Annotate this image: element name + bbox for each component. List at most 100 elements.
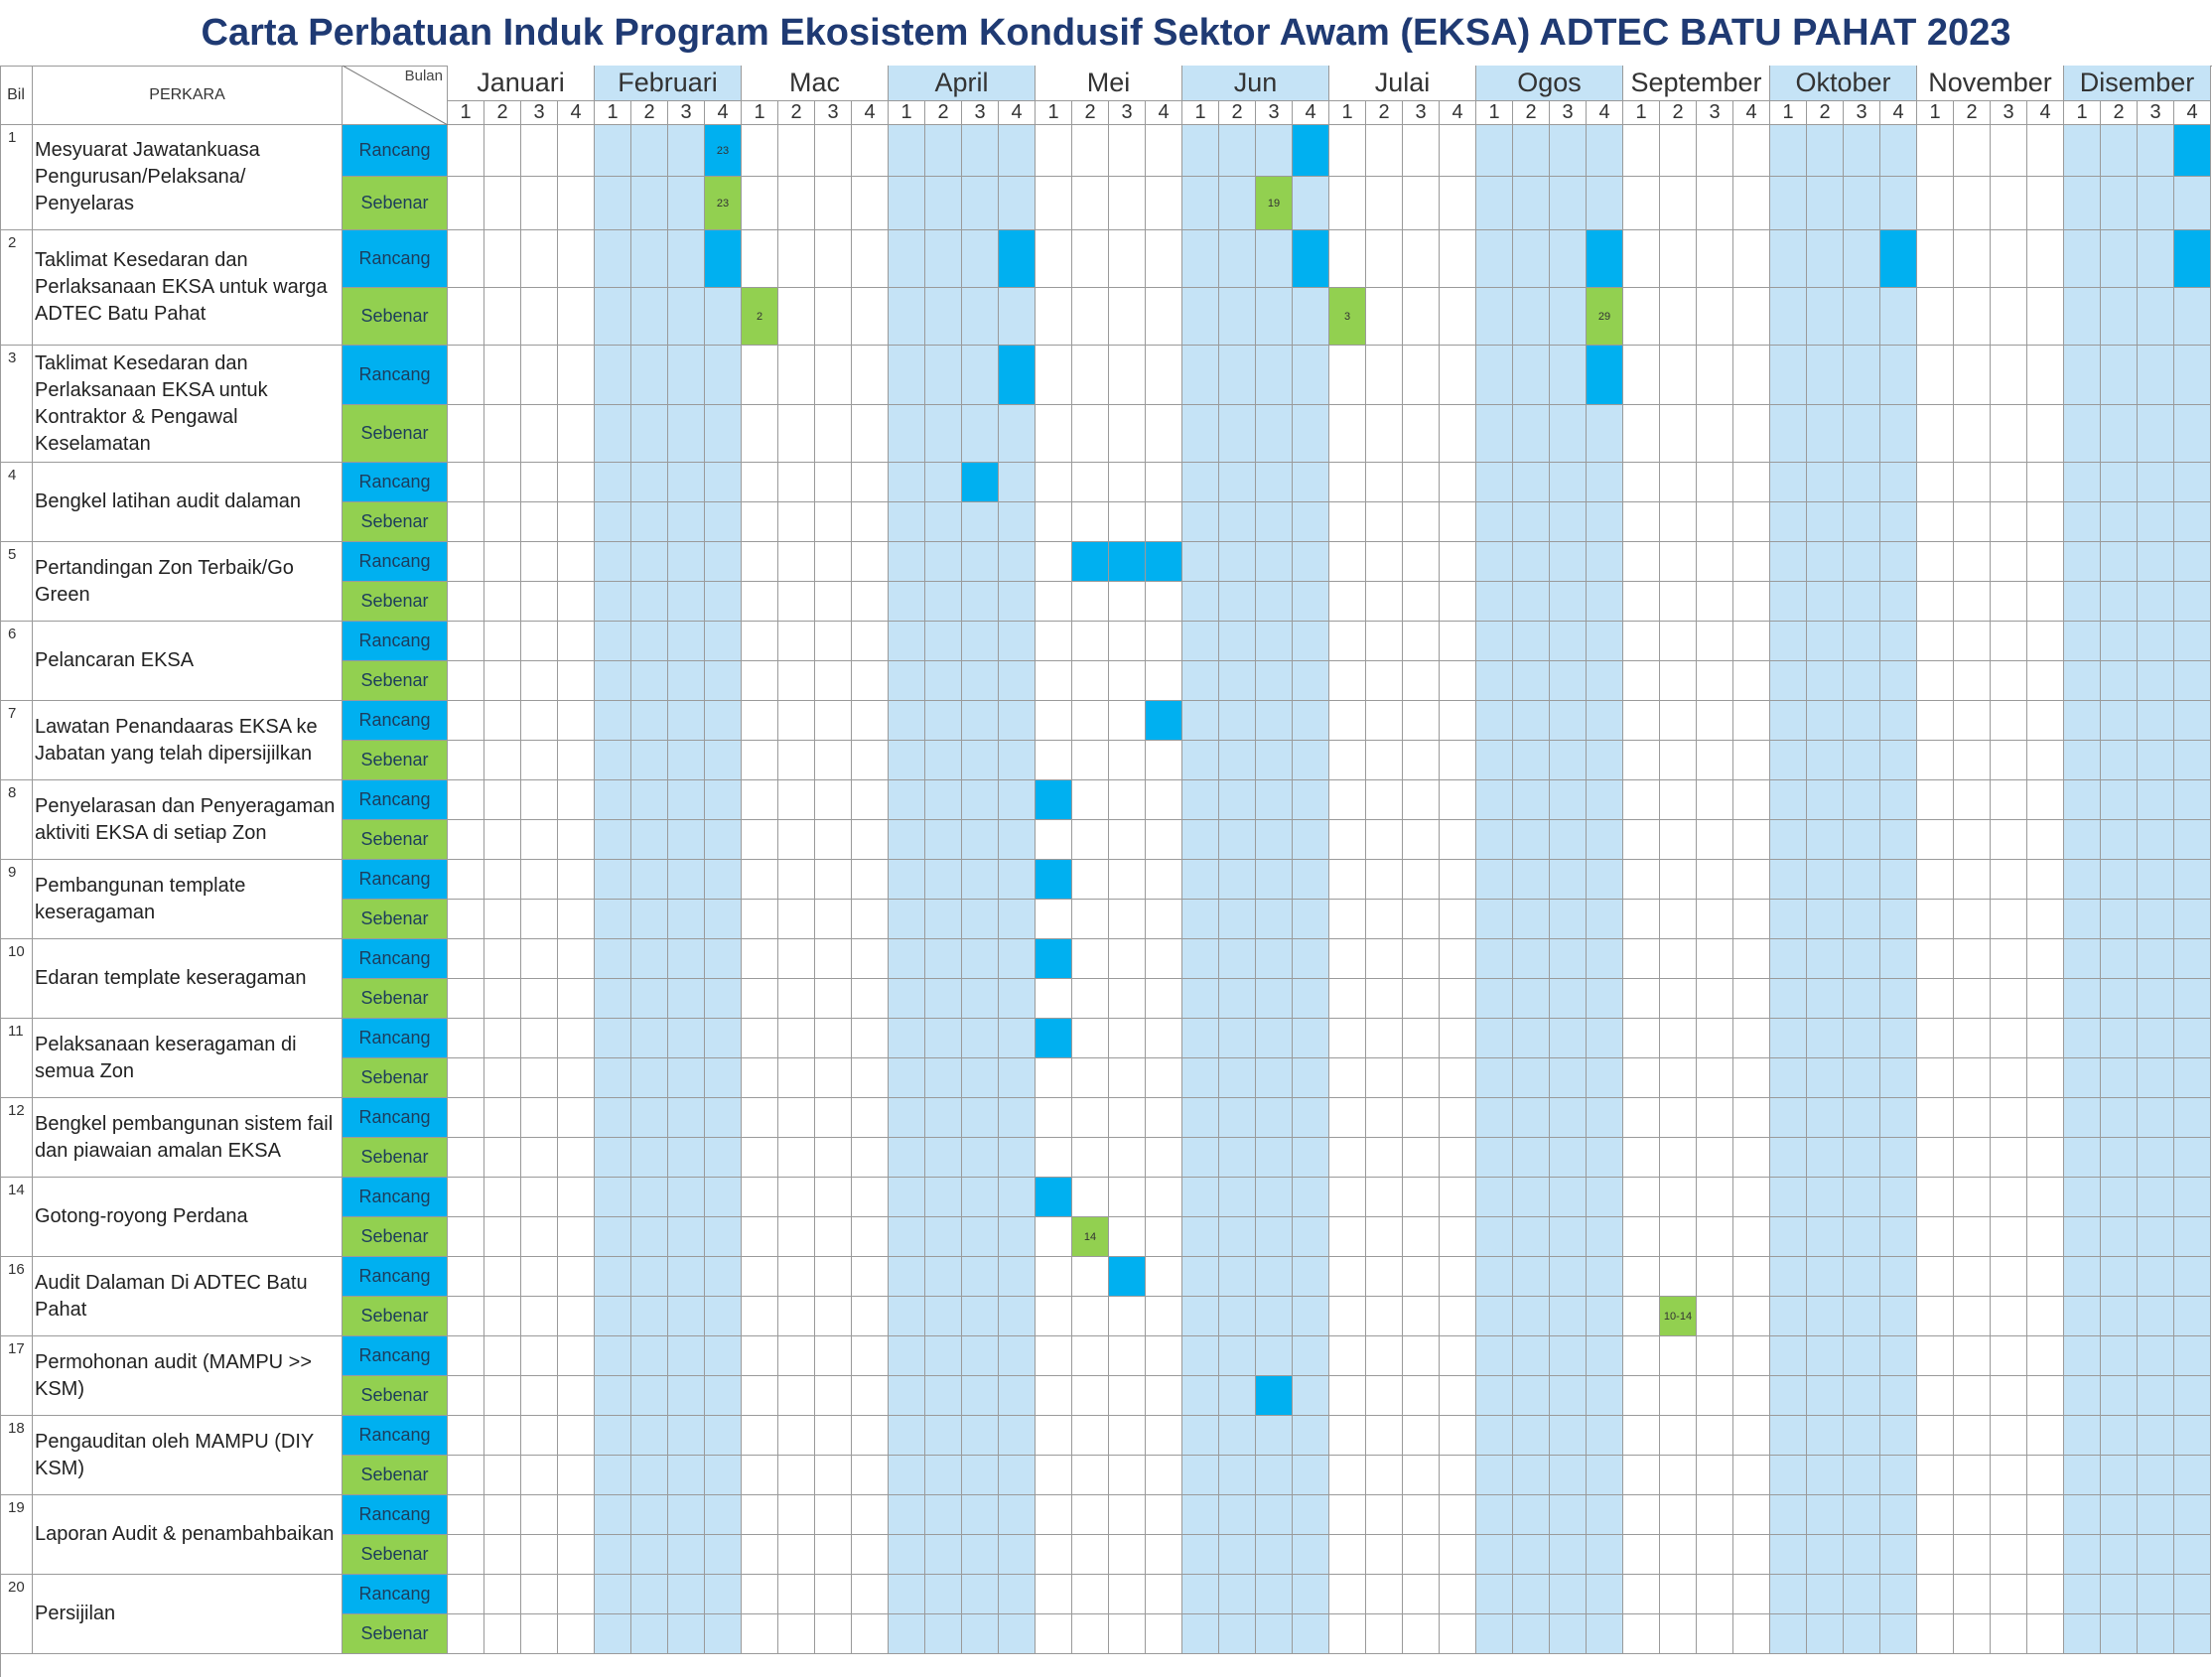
week-cell [1807, 1138, 1844, 1178]
week-cell [595, 1058, 631, 1098]
week-cell [1219, 1535, 1256, 1575]
week-cell [1733, 622, 1770, 661]
week-cell [595, 1178, 631, 1217]
week-cell [1293, 405, 1329, 463]
week-cell [1807, 1535, 1844, 1575]
week-cell [1954, 860, 1991, 900]
week-cell [1770, 1257, 1807, 1297]
week-cell [1329, 346, 1366, 405]
week-cell [595, 230, 631, 288]
week-cell [962, 1058, 999, 1098]
week-cell [1182, 1456, 1219, 1495]
week-cell [1880, 900, 1917, 939]
week-cell [705, 1535, 742, 1575]
week-cell [2027, 1058, 2064, 1098]
week-cell [1109, 582, 1146, 622]
week-cell [484, 1456, 521, 1495]
week-cell [1550, 900, 1587, 939]
week-cell [705, 1297, 742, 1336]
week-cell [1660, 1058, 1697, 1098]
week-cell [705, 900, 742, 939]
week-cell [558, 1098, 595, 1138]
week-cell [1733, 230, 1770, 288]
week-cell [1917, 1217, 1954, 1257]
week-header: 3 [815, 101, 852, 125]
week-cell [2027, 502, 2064, 542]
week-cell [742, 1058, 778, 1098]
week-cell [1403, 1376, 1440, 1416]
week-cell [1587, 701, 1623, 741]
week-cell [1917, 125, 1954, 177]
week-cell [558, 177, 595, 230]
week-cell [705, 780, 742, 820]
week-cell [1513, 622, 1550, 661]
week-cell [1146, 1098, 1182, 1138]
week-cell [1844, 1178, 1880, 1217]
week-cell [1329, 1495, 1366, 1535]
week-cell [1403, 405, 1440, 463]
week-cell [1587, 860, 1623, 900]
week-cell [852, 860, 889, 900]
week-header: 2 [1072, 101, 1109, 125]
week-cell [1880, 939, 1917, 979]
week-cell [852, 820, 889, 860]
week-cell [2064, 1376, 2101, 1416]
week-cell [1256, 741, 1293, 780]
week-header: 4 [705, 101, 742, 125]
week-cell [1770, 741, 1807, 780]
week-cell [1550, 542, 1587, 582]
week-cell [1256, 1217, 1293, 1257]
week-cell [889, 701, 925, 741]
week-cell [1072, 661, 1109, 701]
week-cell [1991, 1416, 2027, 1456]
week-cell [448, 979, 484, 1019]
week-cell [1146, 502, 1182, 542]
week-cell [815, 463, 852, 502]
week-cell [778, 701, 815, 741]
week-cell [999, 701, 1036, 741]
week-cell [1587, 1217, 1623, 1257]
week-cell [631, 582, 668, 622]
week-cell [1036, 979, 1072, 1019]
week-cell [631, 780, 668, 820]
week-cell [1329, 405, 1366, 463]
week-cell [2174, 1416, 2211, 1456]
week-cell [1329, 1614, 1366, 1654]
week-cell [521, 1614, 558, 1654]
week-cell [1219, 1297, 1256, 1336]
week-cell [1770, 979, 1807, 1019]
week-cell [1697, 502, 1733, 542]
week-cell [705, 1178, 742, 1217]
week-cell [1109, 346, 1146, 405]
week-cell [1513, 1257, 1550, 1297]
week-cell [2064, 741, 2101, 780]
week-cell [999, 1535, 1036, 1575]
week-cell [484, 780, 521, 820]
week-cell [889, 741, 925, 780]
week-cell [2027, 1336, 2064, 1376]
week-cell [1072, 820, 1109, 860]
week-cell [1844, 939, 1880, 979]
week-cell [1660, 979, 1697, 1019]
week-cell [1329, 1416, 1366, 1456]
week-cell [1807, 820, 1844, 860]
week-cell [1880, 288, 1917, 346]
week-cell [448, 542, 484, 582]
sebenar-marker: 19 [1256, 177, 1293, 230]
week-cell [2027, 582, 2064, 622]
week-cell [1550, 1297, 1587, 1336]
week-cell [668, 1217, 705, 1257]
week-cell [1844, 1138, 1880, 1178]
week-cell [1660, 177, 1697, 230]
week-cell [1329, 780, 1366, 820]
week-cell [852, 1614, 889, 1654]
week-cell [1880, 1257, 1917, 1297]
week-cell [1476, 780, 1513, 820]
week-cell [1256, 1019, 1293, 1058]
week-cell [1587, 1575, 1623, 1614]
week-cell [1991, 1535, 2027, 1575]
week-cell [2027, 1297, 2064, 1336]
week-cell [521, 1376, 558, 1416]
week-cell [705, 1495, 742, 1535]
week-cell [1550, 780, 1587, 820]
